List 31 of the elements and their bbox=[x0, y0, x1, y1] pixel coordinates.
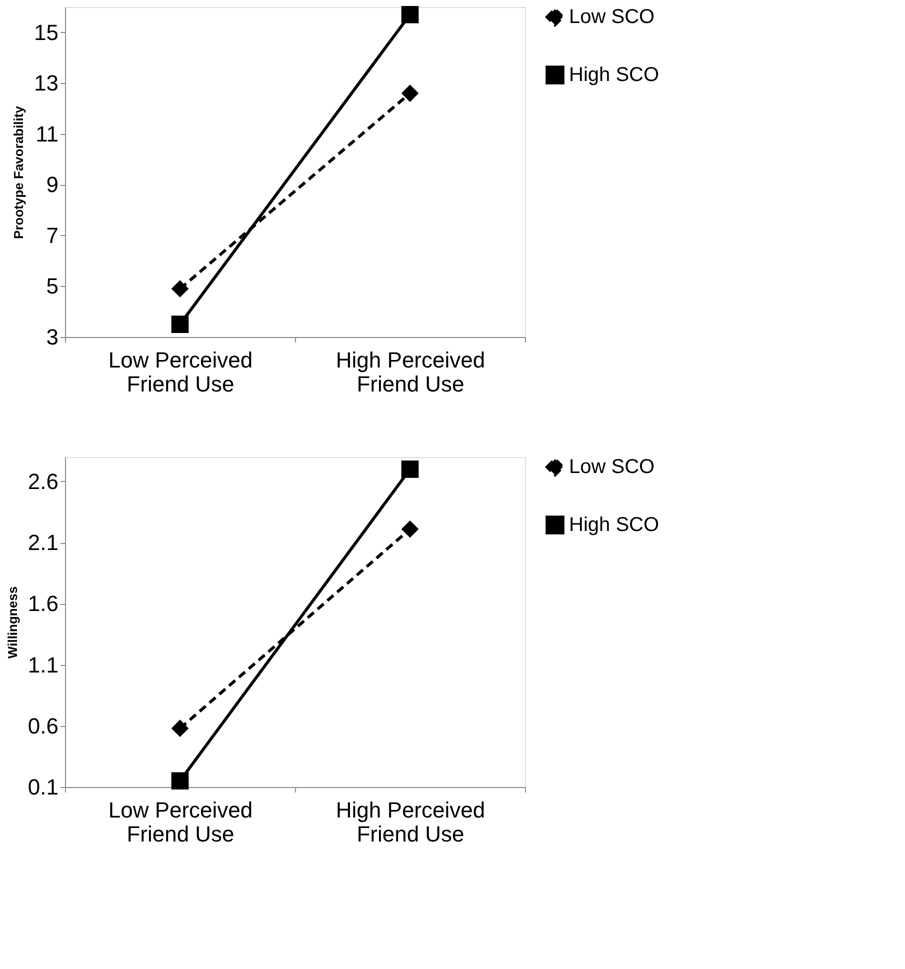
x-tick-label: Low Perceived Friend Use bbox=[108, 798, 253, 846]
legend-label: Low SCO bbox=[569, 6, 655, 28]
y-tick-label: 15 bbox=[34, 20, 58, 45]
legend-label: High SCO bbox=[569, 514, 660, 536]
y-tick-label: 13 bbox=[34, 70, 58, 96]
x-tick-label: High Perceived Friend Use bbox=[336, 348, 486, 396]
y-tick-label: 0.1 bbox=[28, 774, 58, 800]
point bbox=[401, 460, 419, 478]
y-axis-title: Prootype Favorability bbox=[11, 105, 26, 239]
legend-label: Low SCO bbox=[569, 456, 655, 478]
point bbox=[171, 720, 189, 737]
y-tick-label: 7 bbox=[46, 222, 58, 248]
y-axis-title: Willingness bbox=[4, 586, 20, 659]
y-tick-label: 1.1 bbox=[28, 652, 58, 678]
y-tick-label: 3 bbox=[46, 324, 58, 350]
y-tick-label: 2.6 bbox=[28, 468, 58, 494]
point bbox=[171, 316, 189, 333]
point bbox=[401, 6, 419, 24]
x-tick-label: High Perceived Friend Use bbox=[336, 798, 486, 846]
point bbox=[401, 84, 419, 102]
y-tick-label: 11 bbox=[36, 121, 58, 146]
legend-label: High SCO bbox=[569, 64, 660, 86]
x-tick-label: Low Perceived Friend Use bbox=[108, 348, 253, 396]
y-tick-label: 0.6 bbox=[28, 713, 58, 738]
y-tick-label: 5 bbox=[46, 274, 58, 299]
y-tick-label: 9 bbox=[46, 172, 58, 198]
point bbox=[401, 520, 419, 538]
point bbox=[171, 772, 189, 790]
y-tick-label: 2.1 bbox=[28, 530, 58, 556]
y-tick-label: 1.6 bbox=[28, 591, 58, 616]
point bbox=[171, 280, 189, 298]
